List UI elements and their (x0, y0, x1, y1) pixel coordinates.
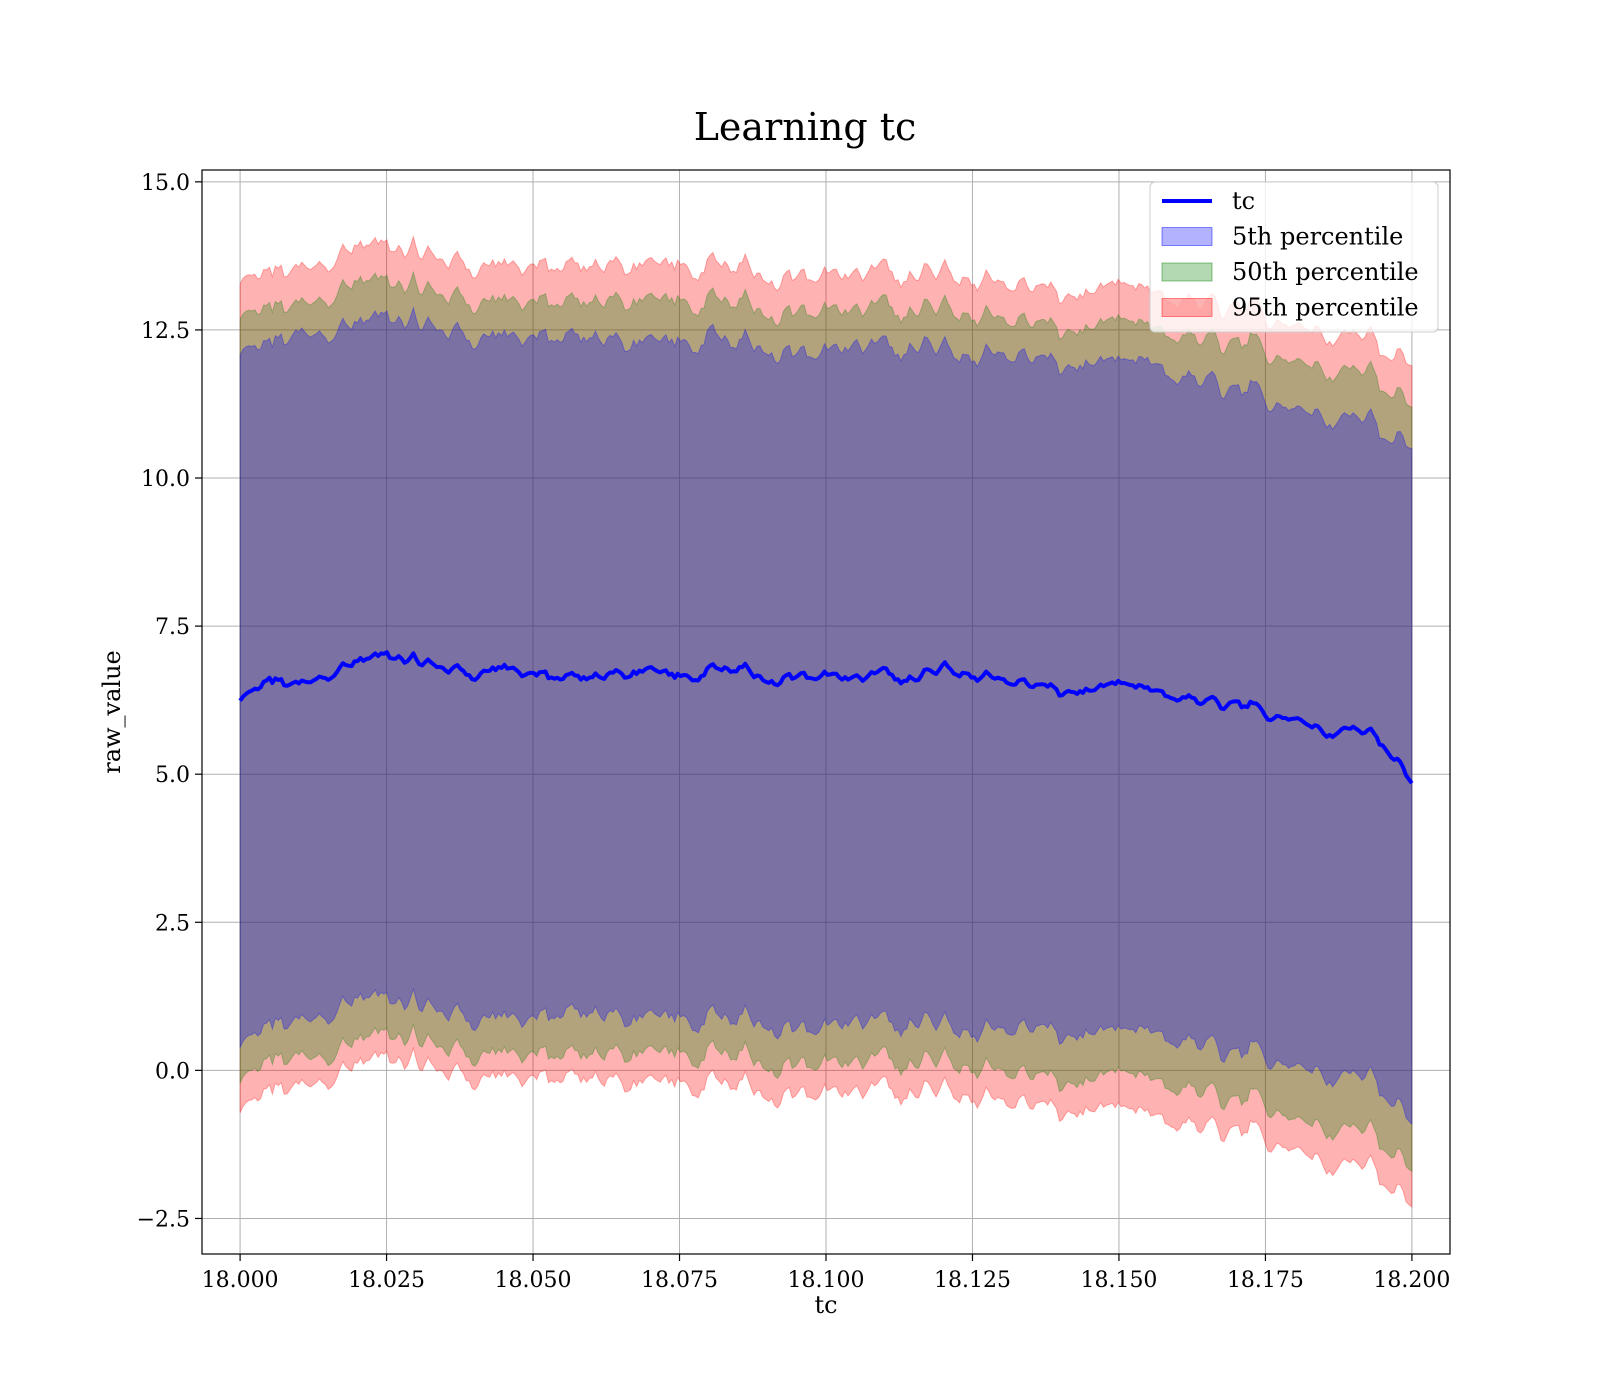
x-axis-label: tc (814, 1291, 837, 1319)
series-lines (238, 650, 1414, 785)
grid (202, 170, 1450, 1254)
y-axis-label: raw_value (98, 650, 126, 774)
y-tick-label: 12.5 (141, 319, 190, 344)
x-tick-label: 18.000 (202, 1268, 279, 1293)
legend-frame (1149, 181, 1439, 333)
x-tick-label: 18.025 (348, 1268, 425, 1293)
legend-label-5th-percentile: 5th percentile (1232, 223, 1403, 251)
series-line-tc (238, 650, 1414, 785)
legend-swatch-95th-percentile (1161, 298, 1213, 317)
x-tick-label: 18.050 (495, 1268, 572, 1293)
band-5th-percentile (239, 305, 1413, 1126)
y-tick-label: 7.5 (155, 615, 190, 640)
y-tick-label: 10.0 (141, 467, 190, 492)
legend-swatch-50th-percentile (1161, 262, 1213, 282)
x-tick-label: 18.125 (934, 1268, 1011, 1293)
legend-label-50th-percentile: 50th percentile (1232, 258, 1419, 286)
y-axis: −2.5 0.0 2.5 5.0 7.5 10.0 12.5 15.0 (137, 171, 202, 1232)
band-95th-percentile (239, 234, 1413, 1208)
x-tick-label: 18.075 (641, 1268, 718, 1293)
band-50th-percentile (239, 270, 1413, 1173)
y-tick-label: −2.5 (137, 1207, 190, 1232)
y-tick-label: 0.0 (155, 1059, 190, 1084)
x-axis: 18.000 18.025 18.050 18.075 18.100 18.125 18.1… (202, 1254, 1450, 1293)
x-tick-label: 18.200 (1373, 1268, 1450, 1293)
y-tick-label: 2.5 (155, 911, 190, 936)
x-tick-label: 18.100 (788, 1268, 865, 1293)
x-tick-label: 18.150 (1080, 1268, 1157, 1293)
y-tick-label: 15.0 (141, 171, 190, 196)
y-tick-label: 5.0 (155, 763, 190, 788)
legend-label-95th-percentile: 95th percentile (1232, 294, 1419, 322)
legend-label-tc: tc (1232, 187, 1255, 215)
x-tick-label: 18.175 (1227, 1268, 1304, 1293)
chart-title: Learning tc (694, 105, 917, 149)
legend-swatch-5th-percentile (1161, 227, 1213, 246)
legend: tc 5th percentile 50th percentile 95th perc… (1149, 181, 1439, 333)
percentile-bands (239, 234, 1413, 1208)
